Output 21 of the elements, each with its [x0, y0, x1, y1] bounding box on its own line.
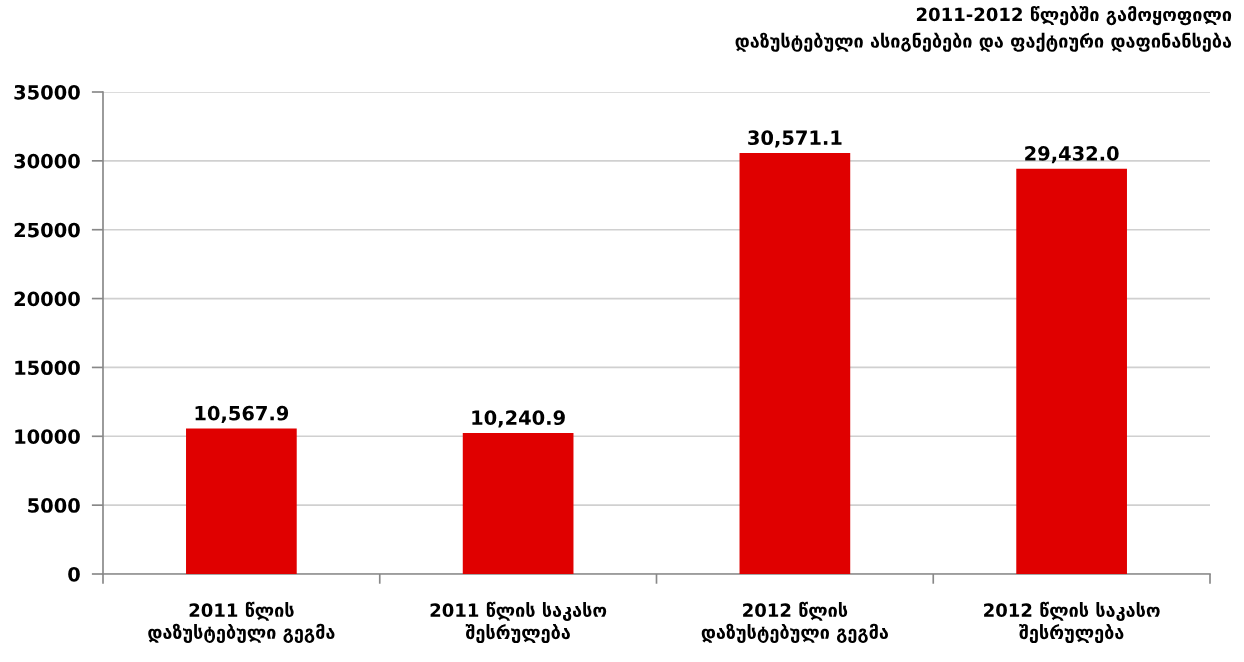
data-label: 30,571.1 [748, 130, 842, 148]
x-tick-label: 2011 წლის დაზუსტებული გეგმა [148, 601, 335, 643]
data-label: 10,240.9 [472, 410, 565, 428]
bar [1016, 168, 1127, 574]
bar [186, 428, 297, 574]
y-tick-label: 0 [68, 566, 80, 582]
bar [739, 152, 851, 574]
y-tick-label: 20000 [14, 291, 80, 307]
y-tick-label: 5000 [28, 498, 80, 513]
x-tick-label: 2012 წლის დაზუსტებული გეგმა [701, 601, 889, 643]
x-tick-label: 2012 წლის საკასო შესრულება [984, 601, 1160, 644]
y-tick-label: 25000 [14, 222, 80, 238]
x-tick-label: 2011 წლის საკასო შესრულება [430, 601, 607, 644]
data-label: 10,567.9 [195, 405, 289, 424]
chart-title: 2011-2012 წლებში გამოყოფილი დაზუსტებული ასიგნებები და ფაქტიური დაფინანსება [735, 6, 1232, 52]
y-tick-label: 10000 [15, 429, 80, 444]
bar [462, 432, 574, 574]
data-label: 29,432.0 [1025, 146, 1119, 164]
y-tick-label: 30000 [14, 153, 80, 169]
y-tick-label: 15000 [15, 360, 80, 376]
y-tick-label: 35000 [14, 84, 80, 100]
